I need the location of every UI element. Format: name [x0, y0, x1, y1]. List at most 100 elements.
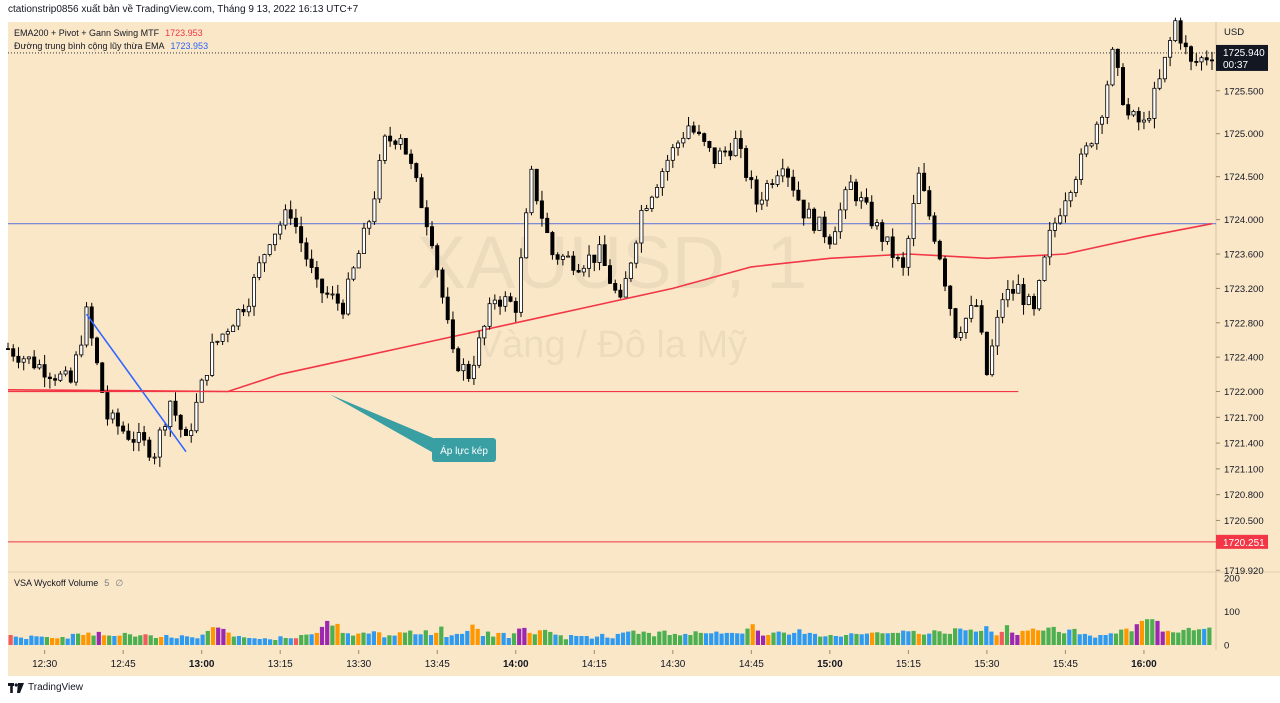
- volume-histogram[interactable]: [8, 619, 1212, 646]
- price-tick-label: 1722.000: [1224, 387, 1264, 398]
- candle-body: [42, 364, 47, 378]
- time-tick-label: 15:30: [974, 659, 999, 670]
- candle-body: [403, 137, 408, 155]
- volume-bar: [179, 635, 184, 645]
- candle-body: [440, 269, 445, 298]
- volume-bar: [382, 637, 387, 645]
- candle-body: [100, 362, 105, 393]
- candle-body: [356, 253, 361, 269]
- callout-box[interactable]: [432, 438, 496, 462]
- volume-bar: [1036, 630, 1041, 645]
- volume-bar: [589, 638, 594, 645]
- candle-body: [937, 240, 942, 260]
- volume-bar: [1165, 630, 1170, 645]
- volume-bar: [698, 632, 703, 645]
- candle-body: [875, 222, 880, 227]
- volume-bar: [1150, 619, 1155, 645]
- candle-body: [257, 262, 262, 278]
- volume-bar: [729, 632, 735, 645]
- candle-body: [979, 305, 984, 333]
- volume-bar: [1129, 631, 1134, 645]
- volume-bar: [657, 631, 662, 645]
- volume-bar: [1108, 633, 1113, 645]
- candle-body: [482, 325, 487, 339]
- indicator-legend-ema200[interactable]: EMA200 + Pivot + Gann Swing MTF 1723.953: [14, 28, 203, 38]
- volume-bar: [558, 635, 563, 645]
- candle-body: [1199, 57, 1204, 63]
- volume-bar: [672, 633, 677, 645]
- candle-body: [519, 257, 524, 313]
- candle-body: [272, 233, 277, 246]
- candle-body: [377, 159, 382, 200]
- volume-bar: [740, 633, 745, 645]
- candle-body: [953, 308, 958, 338]
- candle-body: [534, 168, 539, 202]
- drawing-tools[interactable]: [8, 313, 1019, 453]
- candle-body: [461, 363, 466, 372]
- ema200-line[interactable]: [7, 222, 1213, 393]
- volume-bar: [797, 629, 802, 645]
- volume-bar: [766, 635, 771, 645]
- candle-body: [571, 255, 576, 271]
- candle-body: [1131, 111, 1136, 116]
- volume-bar: [112, 636, 117, 645]
- candle-body: [1105, 84, 1110, 118]
- volume-bar: [761, 635, 766, 645]
- volume-bar: [537, 630, 542, 645]
- candle-body: [1152, 87, 1157, 119]
- volume-bar: [1113, 633, 1119, 645]
- candle-body: [325, 292, 330, 295]
- time-tick-label: 14:45: [739, 659, 764, 670]
- candle-body: [728, 150, 733, 157]
- volume-bar: [454, 633, 459, 645]
- volume-bar: [735, 633, 740, 645]
- volume-bar: [693, 631, 698, 645]
- volume-bar: [1030, 628, 1036, 645]
- candle-body: [183, 428, 188, 436]
- volume-bar: [1160, 631, 1165, 645]
- volume-bar: [563, 639, 568, 645]
- volume-bar: [356, 633, 361, 645]
- volume-bar: [439, 626, 444, 645]
- volume-bar: [138, 635, 143, 645]
- volume-bar: [304, 634, 309, 645]
- indicator-value: 1723.953: [165, 28, 203, 38]
- volume-scale[interactable]: 200 100 0: [1224, 574, 1240, 652]
- volume-bar: [823, 636, 828, 645]
- volume-bar: [70, 633, 75, 645]
- volume-bar: [854, 633, 859, 645]
- volume-bar: [532, 634, 537, 645]
- callout-pointer: [330, 394, 446, 460]
- candle-body: [1204, 57, 1209, 61]
- vsa-indicator-legend[interactable]: VSA Wyckoff Volume 5 ∅: [14, 578, 123, 589]
- price-tick-label: 1722.800: [1224, 318, 1264, 329]
- candle-body: [189, 430, 194, 437]
- volume-bar: [818, 636, 823, 645]
- volume-bar: [750, 624, 755, 645]
- callout-annotation[interactable]: Áp lực kép: [330, 394, 496, 462]
- time-scale[interactable]: 12:30 12:45 13:00 13:15 13:30 13:45 14:00 14:15…: [32, 650, 1157, 670]
- volume-bar: [325, 620, 330, 645]
- indicator-legend-ema[interactable]: Đường trung bình cộng lũy thừa EMA 1723.9…: [14, 41, 208, 51]
- tradingview-footer[interactable]: TradingView: [8, 682, 83, 693]
- price-tick-label: 1719.920: [1224, 566, 1264, 577]
- candle-body: [958, 332, 963, 338]
- candle-body: [655, 186, 660, 198]
- candle-body: [1052, 222, 1057, 231]
- candlestick-series[interactable]: [6, 17, 1215, 467]
- volume-bar: [1196, 629, 1202, 645]
- candle-body: [948, 285, 953, 310]
- volume-bar: [1124, 628, 1129, 645]
- volume-bar: [299, 635, 304, 645]
- candle-body: [429, 226, 434, 247]
- price-tick-label: 1725.500: [1224, 86, 1264, 97]
- candle-body: [974, 305, 979, 308]
- candle-body: [644, 208, 649, 211]
- candle-body: [1173, 20, 1178, 42]
- tradingview-brand: TradingView: [28, 682, 84, 693]
- candle-body: [1136, 111, 1141, 123]
- price-scale[interactable]: USD 1725.500 1725.000 1724.500 1724.000 1723…: [1216, 27, 1264, 577]
- candle-body: [84, 306, 89, 346]
- candle-body: [597, 244, 602, 263]
